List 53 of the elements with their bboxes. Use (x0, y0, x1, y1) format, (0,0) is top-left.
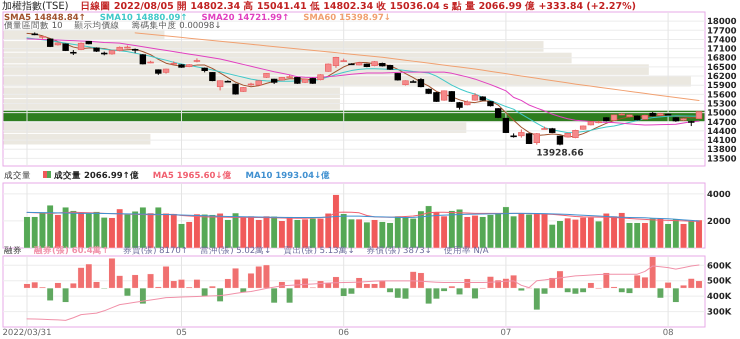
y-tick-label: 600K (707, 261, 732, 272)
y-tick-label: 15900 (707, 81, 737, 92)
text: SMA60 15398.97↓ (303, 13, 391, 23)
candlestick (556, 135, 564, 146)
line-series (26, 264, 700, 321)
y-tick-label: 4000 (707, 190, 731, 200)
line-series (26, 212, 700, 222)
candlestick (140, 54, 146, 65)
y-tick-label: 13800 (707, 145, 737, 156)
line-series (134, 32, 700, 101)
text: 融券(張) 60.4萬↑ (34, 245, 109, 256)
x-tick-label: 2022/03/31 (2, 328, 52, 338)
y-tick-label: 17400 (707, 35, 737, 46)
annotation: 券賣(張) 8170↑ (122, 245, 188, 256)
y-tick-label: 14400 (707, 126, 737, 137)
x-tick-label: 08 (662, 328, 674, 338)
chart-title: 加權指數(TSE) (2, 0, 69, 12)
x-tick-label: 07 (500, 328, 512, 338)
annotation: 籌碼集中度 0.00098↓ (132, 20, 222, 31)
y-tick-label: 16800 (707, 54, 737, 64)
y-tick-label: 14100 (707, 136, 737, 146)
y-tick-label: 14700 (707, 118, 737, 128)
y-tick-label: 13500 (707, 154, 737, 164)
y-tick-label: 2000 (707, 216, 731, 227)
bar (3, 110, 705, 122)
chart-subtitle: 日線圖 2022/08/05 開 14802.34 高 15041.41 低 14802.34 收 15036.04 s 點 量 2066.99 億 +333.84 (+2.27%) (80, 0, 636, 12)
x-tick-label: 05 (176, 328, 187, 338)
annotation: 顯示均價線 (74, 20, 120, 31)
y-tick-label: 400K (707, 292, 732, 302)
annotation: 使用率 N/A (444, 245, 489, 256)
text: MA5 1965.60↓億 (152, 170, 233, 181)
annotation: 當沖(張) 5.02萬↓ (200, 245, 272, 256)
y-tick-label: 16200 (707, 72, 737, 82)
y-tick-label: 17700 (707, 26, 737, 36)
candlestick (534, 132, 540, 146)
y-tick-label: 15300 (707, 99, 737, 110)
y-tick-label: 18000 (707, 17, 737, 28)
text: SMA20 14721.99↑ (202, 13, 290, 23)
chart-title: 成交量 (4, 170, 31, 181)
annotation: 價量區間數 10 (4, 20, 63, 31)
y-tick-label: 15000 (707, 108, 737, 119)
annotation: 券償(張) 3873↓ (366, 245, 432, 256)
y-tick-label: 500K (707, 276, 732, 287)
annotation: 賣出(張) 5.13萬↓ (283, 245, 355, 256)
y-tick-label: 15600 (707, 90, 737, 100)
chart-title: 融券 (4, 245, 22, 256)
y-tick-label: 300K (707, 308, 732, 318)
legend-label: 成交量 2066.99↑億 (53, 170, 140, 181)
y-tick-label: 17100 (707, 44, 737, 55)
annotation: 13928.66 (536, 148, 584, 158)
x-tick-label: 06 (338, 328, 350, 338)
y-tick-label: 16500 (707, 62, 737, 73)
text: MA10 1993.04↓億 (246, 170, 332, 181)
